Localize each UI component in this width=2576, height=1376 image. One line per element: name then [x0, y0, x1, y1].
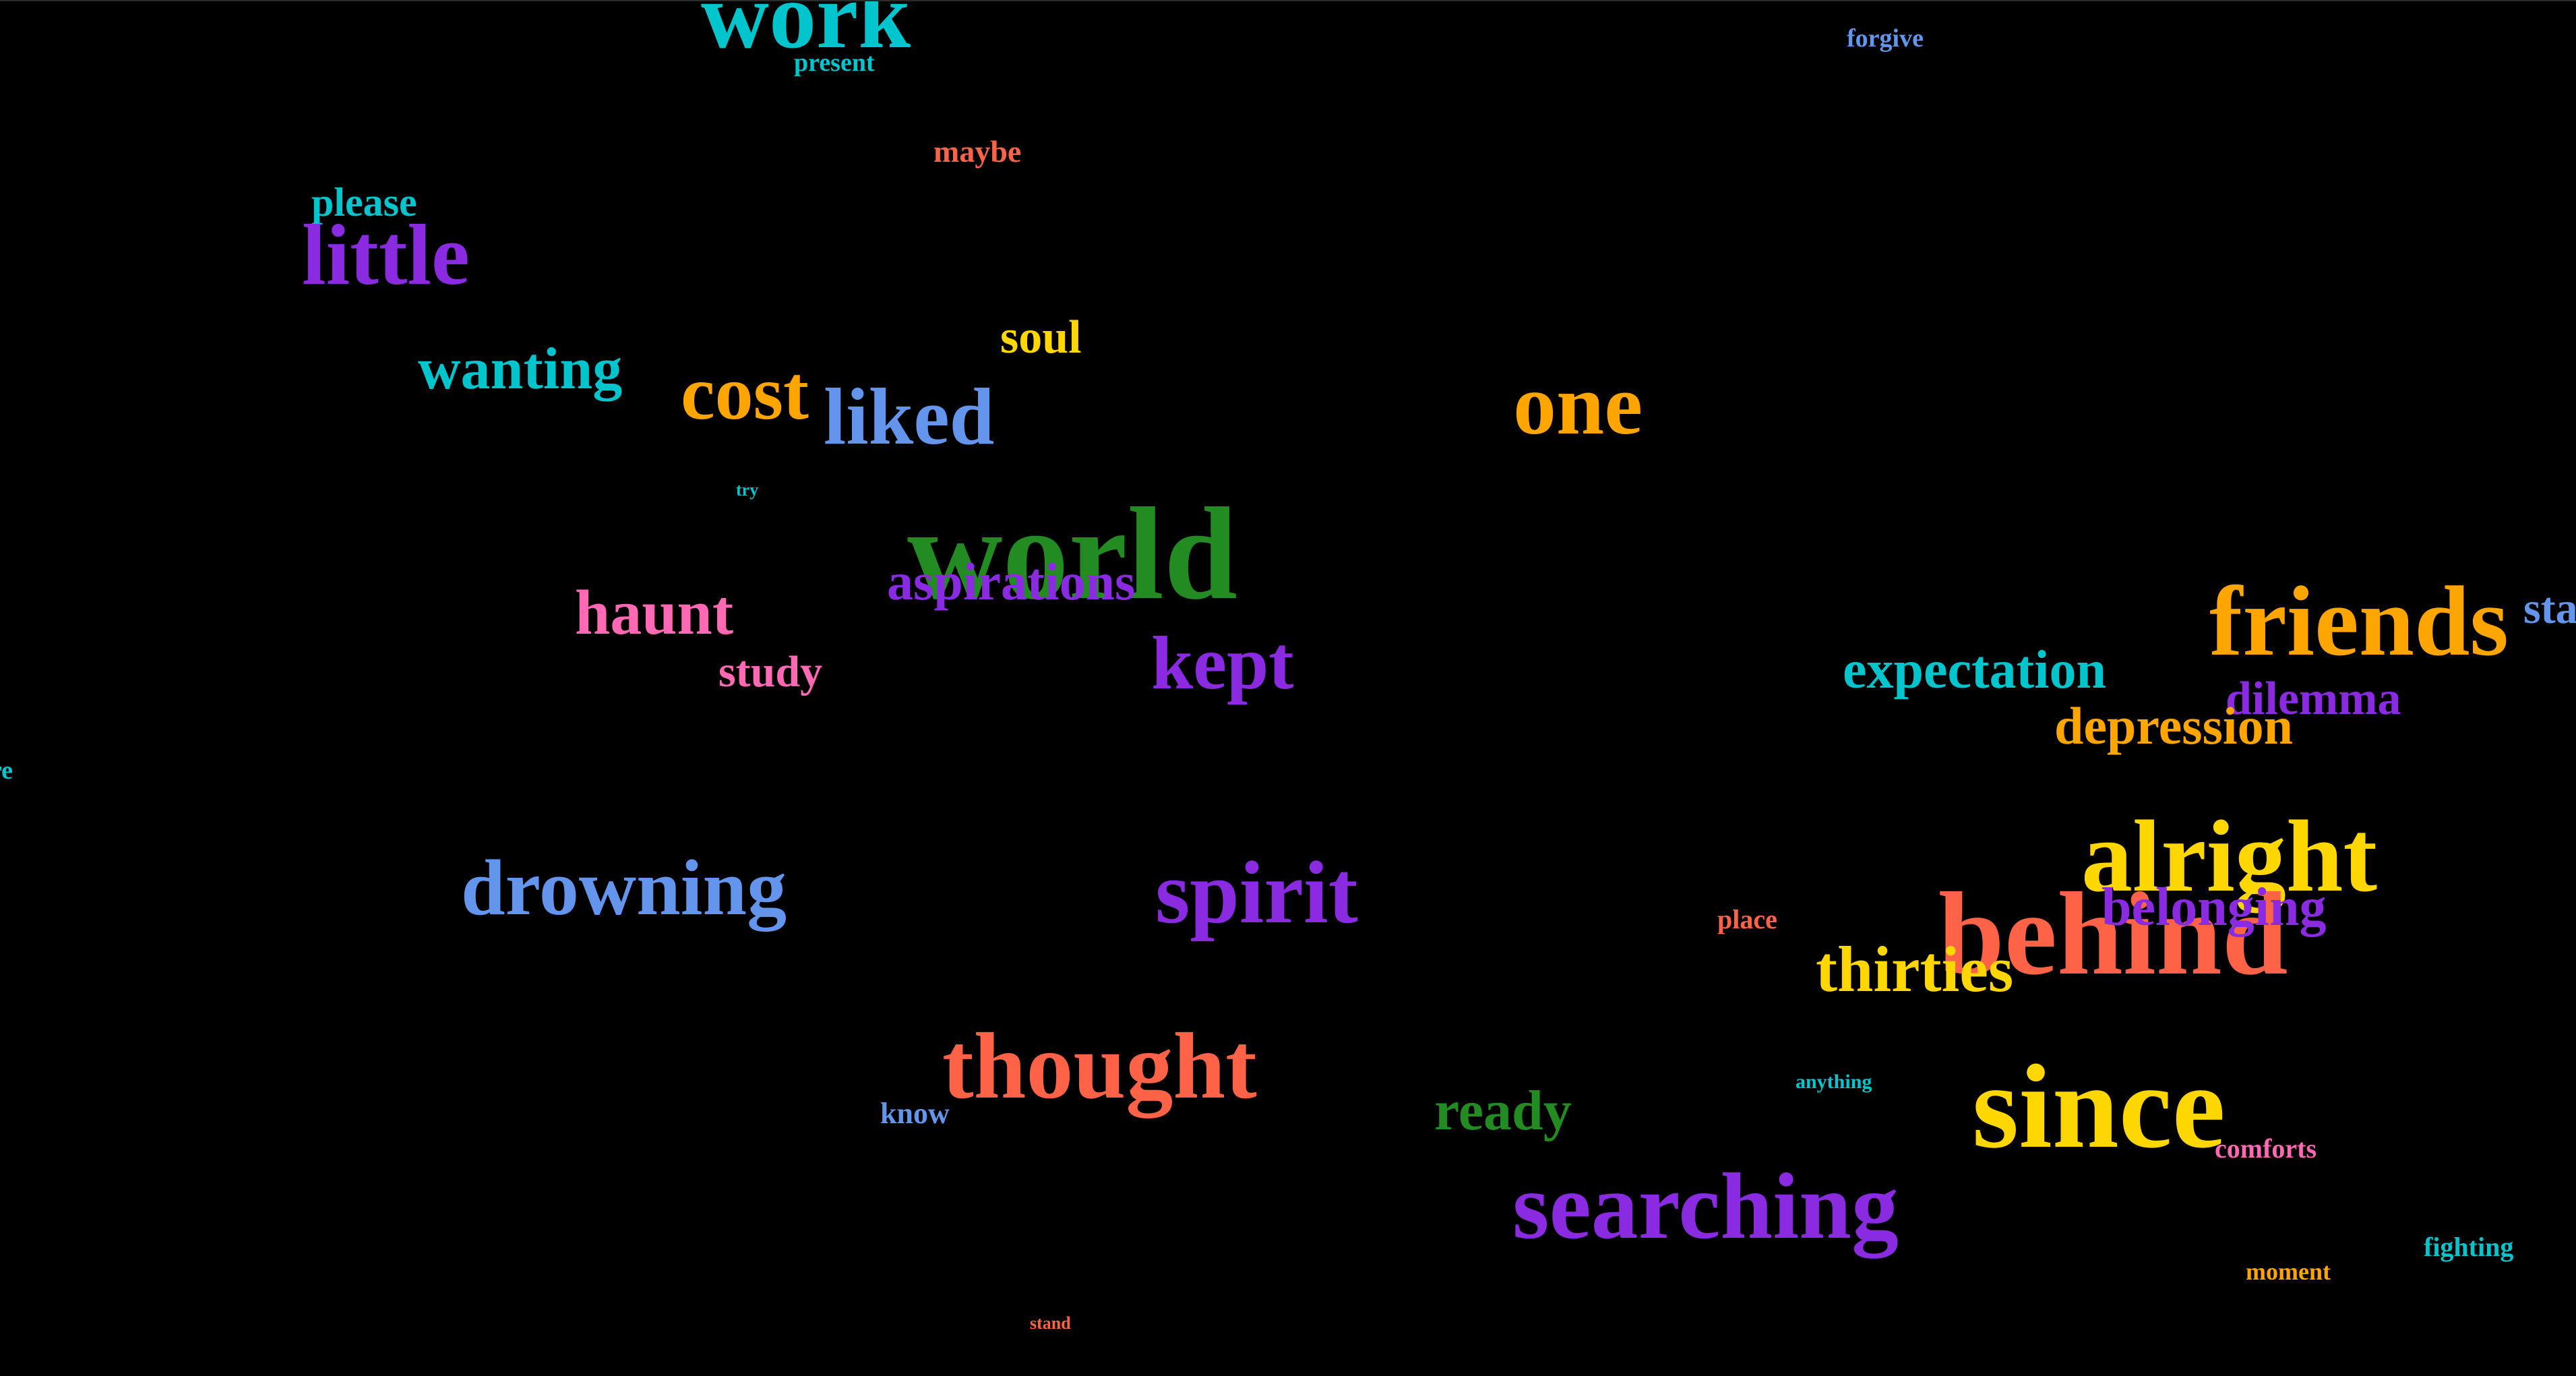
- word-drowning: drowning: [461, 843, 787, 932]
- word-sta: sta: [2523, 584, 2576, 633]
- word-depression: depression: [2054, 696, 2293, 755]
- word-re: re: [0, 756, 13, 785]
- word-little: little: [302, 207, 470, 303]
- word-ready: ready: [1434, 1079, 1572, 1142]
- word-maybe: maybe: [933, 134, 1022, 169]
- word-please: please: [311, 180, 417, 225]
- word-dilemma: dilemma: [2226, 673, 2401, 725]
- word-friends: friends: [2209, 566, 2509, 677]
- word-one: one: [1513, 357, 1643, 452]
- word-comforts: comforts: [2215, 1133, 2317, 1164]
- word-thirties: thirties: [1816, 933, 2014, 1005]
- word-work: work: [701, 0, 911, 68]
- word-belonging: belonging: [2102, 878, 2327, 937]
- word-forgive: forgive: [1847, 24, 1924, 53]
- word-study: study: [718, 647, 823, 696]
- word-haunt: haunt: [575, 578, 734, 648]
- word-know: know: [880, 1097, 950, 1130]
- word-try: try: [736, 480, 759, 500]
- word-aspirations: aspirations: [887, 552, 1136, 611]
- word-expectation: expectation: [1843, 640, 2107, 700]
- word-searching: searching: [1512, 1154, 1899, 1259]
- word-wanting: wanting: [418, 336, 623, 402]
- word-since: since: [1972, 1040, 2226, 1173]
- word-soul: soul: [1000, 311, 1082, 363]
- word-behind: behind: [1938, 868, 2288, 1000]
- word-world: world: [907, 481, 1237, 627]
- word-present: present: [794, 49, 875, 77]
- word-fighting: fighting: [2424, 1232, 2514, 1262]
- word-spirit: spirit: [1155, 843, 1358, 942]
- word-place: place: [1717, 904, 1777, 934]
- word-cost: cost: [681, 350, 809, 436]
- word-moment: moment: [2246, 1258, 2331, 1285]
- word-alright: alright: [2081, 800, 2378, 913]
- word-kept: kept: [1151, 622, 1294, 705]
- word-liked: liked: [824, 371, 995, 461]
- word-stand: stand: [1030, 1313, 1071, 1333]
- word-thought: thought: [942, 1014, 1257, 1118]
- word-anything: anything: [1796, 1071, 1872, 1093]
